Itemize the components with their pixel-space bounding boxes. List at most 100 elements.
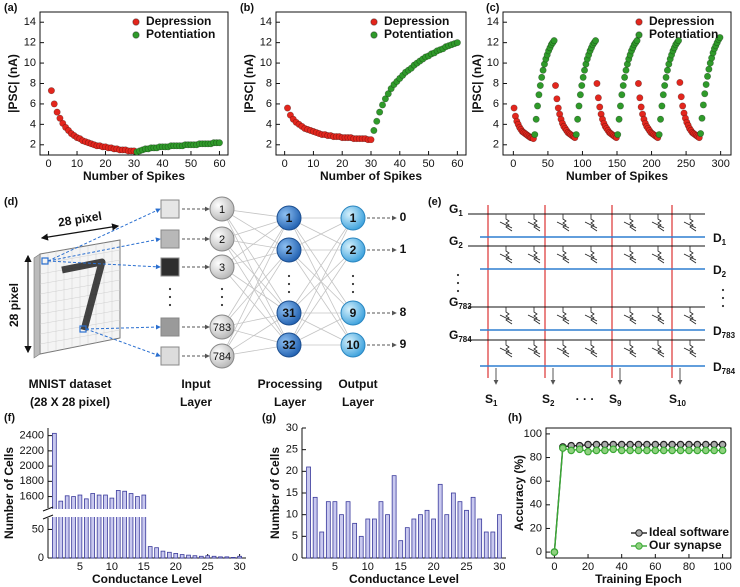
source-label: S10	[669, 392, 686, 408]
y-tick-label: 100	[524, 428, 542, 440]
ellipsis-dot	[456, 273, 460, 277]
bar	[179, 554, 185, 559]
data-point	[693, 446, 702, 455]
source-label-main: S	[485, 392, 493, 406]
memristor	[556, 340, 570, 358]
data-point	[596, 103, 604, 111]
data-point	[367, 136, 375, 144]
drain-label: D2	[713, 263, 727, 279]
source-label-main: S	[609, 392, 617, 406]
axis-break-mark	[42, 506, 54, 512]
connection	[221, 217, 290, 357]
data-point	[575, 445, 584, 454]
y-tick-label: 20	[530, 522, 542, 534]
bar	[358, 535, 364, 559]
bar	[418, 514, 423, 559]
output-node	[340, 332, 366, 358]
input-node	[209, 314, 235, 340]
panel-label: (d)	[4, 196, 18, 208]
x-tick-label: 10	[106, 561, 118, 573]
data-point	[677, 93, 685, 101]
x-tick-label: 50	[422, 158, 434, 170]
x-tick-label: 50	[542, 158, 554, 170]
x-tick-label: 20	[170, 561, 182, 573]
memristor	[527, 246, 541, 264]
x-tick-label: 60	[451, 158, 463, 170]
legend-marker	[635, 31, 643, 39]
data-point	[535, 91, 543, 99]
bar	[103, 494, 108, 559]
y-tick-label: 20	[286, 465, 298, 477]
bar	[450, 492, 456, 559]
bar	[411, 518, 417, 559]
x-tick-label: 60	[649, 561, 661, 573]
x-tick-label: 250	[677, 158, 695, 170]
drain-label-sub: 1	[722, 238, 727, 247]
data-point	[643, 446, 651, 455]
x-axis-title: Number of Spikes	[566, 169, 668, 183]
bar	[490, 531, 496, 559]
bar	[154, 547, 159, 559]
drain-label-sub: 783	[722, 331, 736, 340]
connection	[288, 217, 354, 346]
panel-label: (a)	[4, 2, 18, 14]
data-point	[552, 82, 560, 90]
bar	[147, 546, 153, 559]
x-tick-label: 0	[551, 561, 557, 573]
panel-label: (g)	[262, 412, 276, 424]
data-point	[553, 95, 561, 103]
gate-label: G2	[449, 234, 463, 250]
x-tick-label: 25	[202, 561, 214, 573]
bar	[224, 556, 230, 559]
pixel-link	[85, 328, 161, 357]
connection	[221, 217, 290, 328]
drain-label-main: D	[713, 324, 722, 338]
source-label: S1	[485, 392, 498, 408]
bar	[77, 494, 83, 559]
ellipsis-dot	[351, 282, 355, 286]
y-tick-label: 80	[530, 451, 542, 463]
data-point	[373, 117, 381, 125]
data-point	[510, 104, 518, 112]
panel-label: (c)	[486, 2, 500, 14]
data-point	[622, 66, 630, 74]
bar	[365, 518, 371, 559]
memristor	[623, 214, 637, 232]
bar	[398, 540, 404, 559]
data-point	[626, 446, 634, 455]
data-point	[685, 446, 693, 455]
bar	[352, 522, 358, 559]
gate-label-sub: 784	[458, 335, 472, 344]
ellipsis-dot	[220, 287, 224, 291]
ellipsis-dot	[456, 289, 460, 293]
bar	[115, 490, 121, 559]
data-point	[705, 65, 713, 73]
legend-marker	[370, 31, 378, 39]
x-tick-label: 20	[336, 158, 348, 170]
output-node-label: 2	[350, 243, 357, 257]
data-point	[658, 102, 666, 110]
y-tick-label: 2	[266, 139, 272, 151]
gate-label-sub: 1	[458, 209, 463, 218]
y-tick-label: 0	[536, 546, 542, 558]
y-tick-label: 14	[487, 16, 499, 28]
y-tick-label: 50	[32, 523, 44, 535]
legend-label: Depression	[146, 14, 211, 28]
data-point	[47, 87, 55, 95]
data-point	[453, 39, 461, 47]
y-axis-title: Accuracy (%)	[512, 455, 526, 531]
x-tick-label: 40	[156, 158, 168, 170]
legend-label: Depression	[649, 14, 714, 28]
processing-node	[276, 300, 302, 326]
memristor	[651, 307, 665, 325]
bar	[128, 493, 134, 559]
bar	[141, 494, 147, 559]
x-tick-label: 60	[213, 158, 225, 170]
output-class: 0	[400, 210, 407, 224]
panel-label: (f)	[4, 412, 15, 424]
data-point	[581, 66, 589, 74]
output-node	[340, 300, 366, 326]
gate-label: G1	[449, 202, 463, 218]
